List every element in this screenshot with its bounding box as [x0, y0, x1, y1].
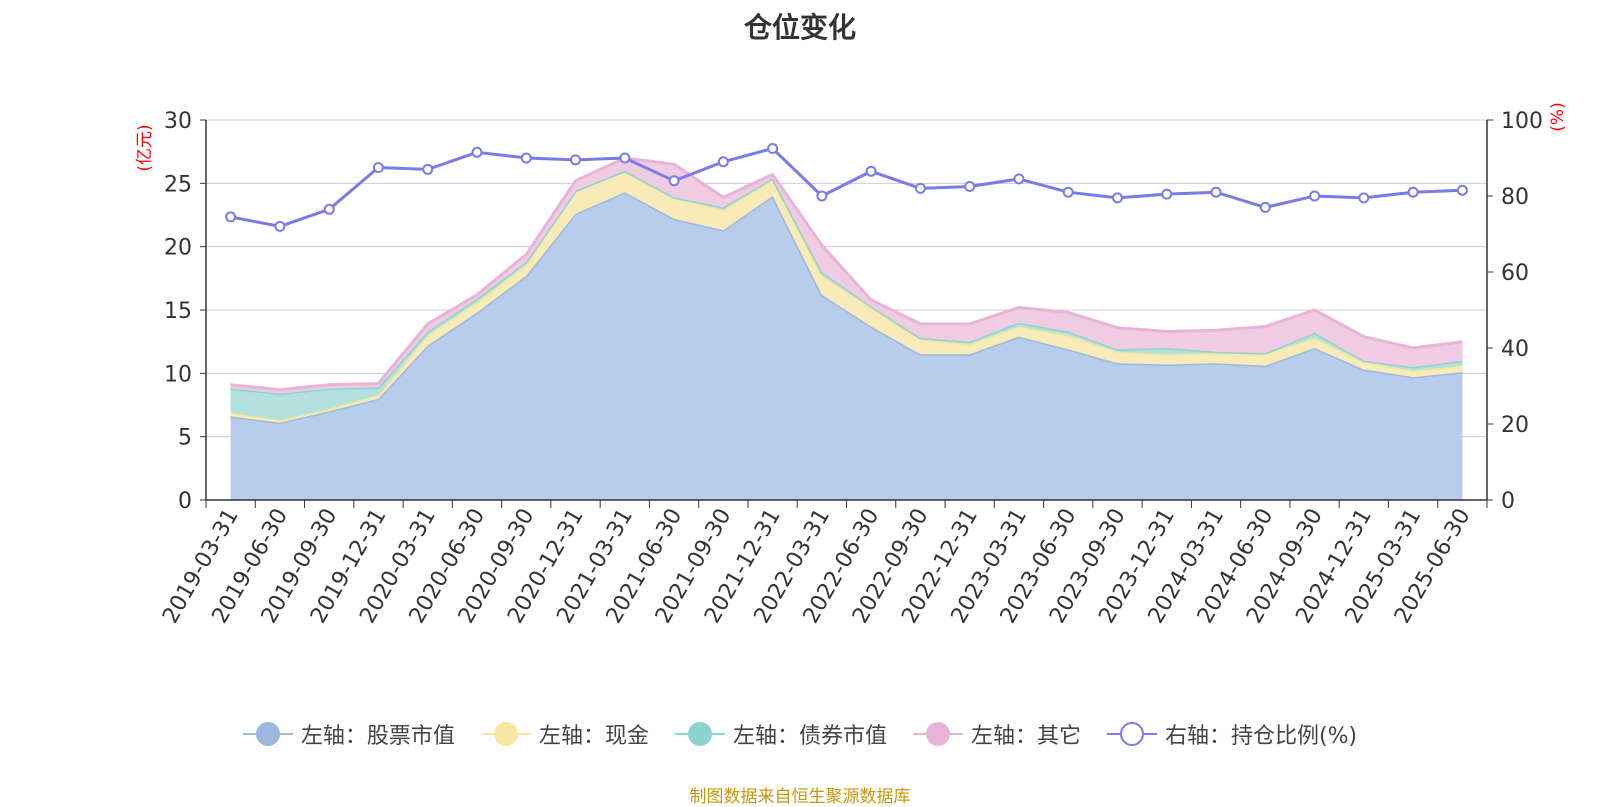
- ratio-point: [372, 162, 384, 173]
- legend-label: 左轴：债券市值: [732, 724, 887, 749]
- y-right-tick-label: 80: [1501, 185, 1529, 210]
- area-series-3-line: [230, 156, 1463, 392]
- ratio-point: [816, 190, 828, 202]
- y-right-tick-label: 40: [1501, 337, 1529, 362]
- ratio-point: [619, 152, 631, 164]
- chart-plot: 051015202530020406080100(亿元)(%)2019-03-3…: [135, 102, 1568, 627]
- area-series-1: [230, 171, 1463, 423]
- y-right-tick-label: 0: [1501, 489, 1515, 514]
- legend-label: 右轴：持仓比例(%): [1164, 724, 1358, 749]
- ratio-point: [1112, 192, 1123, 204]
- ratio-point: [274, 220, 286, 232]
- ratio-point: [1407, 186, 1419, 198]
- area-series-0: [230, 192, 1463, 500]
- ratio-point: [1358, 192, 1370, 204]
- y-left-tick-label: 30: [164, 109, 192, 134]
- ratio-point: [570, 154, 581, 166]
- legend-label: 左轴：现金: [538, 724, 649, 749]
- legend-swatch-icon: [912, 720, 963, 748]
- legend-item[interactable]: 左轴：债券市值: [674, 718, 887, 750]
- y-left-tick-label: 20: [164, 236, 192, 261]
- ratio-point: [1210, 186, 1222, 198]
- ratio-point: [668, 175, 680, 187]
- chart-legend: 左轴：股票市值 左轴：现金 左轴：债券市值 左轴：其它 右轴：持仓比例(%): [0, 718, 1600, 750]
- y-left-tick-label: 5: [178, 426, 192, 451]
- y-right-tick-label: 100: [1501, 109, 1543, 134]
- ratio-point: [520, 152, 532, 164]
- ratio-line: [230, 146, 1463, 228]
- ratio-point: [914, 182, 926, 194]
- area-series-3: [230, 158, 1463, 394]
- ratio-point: [1062, 186, 1074, 198]
- ratio-point: [323, 203, 335, 215]
- legend-label: 左轴：股票市值: [300, 724, 455, 749]
- legend-swatch-icon: [674, 720, 725, 748]
- ratio-point: [1013, 173, 1025, 185]
- ratio-point: [1456, 184, 1468, 196]
- y-right-axis-label: (%): [1548, 102, 1568, 131]
- y-right-tick-label: 60: [1501, 261, 1529, 286]
- ratio-point: [422, 163, 434, 175]
- legend-item[interactable]: 左轴：股票市值: [242, 718, 455, 750]
- ratio-point: [767, 143, 779, 154]
- ratio-point: [1309, 190, 1321, 202]
- y-left-axis-label: (亿元): [135, 124, 155, 171]
- legend-swatch-icon: [242, 720, 293, 748]
- y-right-tick-label: 20: [1501, 413, 1529, 438]
- legend-item[interactable]: 左轴：现金: [480, 718, 649, 750]
- legend-swatch-icon: [1106, 720, 1157, 748]
- legend-swatch-icon: [480, 720, 531, 748]
- y-left-tick-label: 10: [164, 362, 192, 387]
- ratio-point: [1161, 188, 1173, 200]
- chart-title: 仓位变化: [743, 11, 856, 44]
- footer-note: 制图数据来自恒生聚源数据库: [689, 787, 911, 807]
- y-left-tick-label: 25: [164, 172, 192, 197]
- legend-item[interactable]: 左轴：其它: [912, 718, 1081, 750]
- ratio-point: [225, 211, 237, 223]
- ratio-point: [964, 181, 976, 192]
- ratio-point: [1259, 201, 1271, 213]
- legend-label: 左轴：其它: [970, 724, 1081, 749]
- legend-item[interactable]: 右轴：持仓比例(%): [1106, 718, 1358, 750]
- area-series-2: [230, 170, 1463, 421]
- ratio-point: [865, 165, 877, 177]
- ratio-point: [471, 146, 483, 158]
- y-left-tick-label: 0: [178, 489, 192, 514]
- ratio-point: [717, 156, 729, 168]
- y-left-tick-label: 15: [164, 299, 192, 324]
